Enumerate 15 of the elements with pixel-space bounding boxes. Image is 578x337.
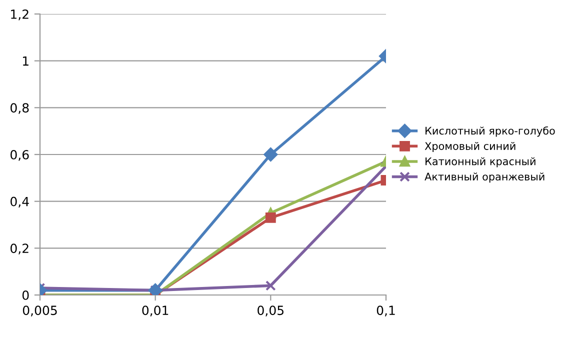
y-tick-label: 0,2	[10, 244, 28, 254]
x-tick-label: 0,01	[142, 306, 168, 316]
legend-label: Активный оранжевый	[424, 172, 544, 183]
y-tick-label: 0,6	[10, 150, 29, 161]
y-tick-label: 0,8	[10, 103, 29, 114]
legend-label: Хромовый синий	[424, 142, 516, 152]
y-tick-label: 1	[23, 56, 28, 66]
legend-label: Кислотный ярко-голубо	[426, 126, 555, 137]
legend-label: Катионный красный	[426, 157, 536, 168]
x-tick-label: 0,005	[22, 306, 57, 316]
y-tick-label: 0	[22, 290, 29, 300]
y-tick-label: 1,2	[11, 9, 28, 20]
x-tick-label: 0,1	[376, 306, 395, 316]
y-tick-label: 0,4	[10, 196, 29, 208]
x-tick-label: 0,05	[258, 306, 284, 316]
